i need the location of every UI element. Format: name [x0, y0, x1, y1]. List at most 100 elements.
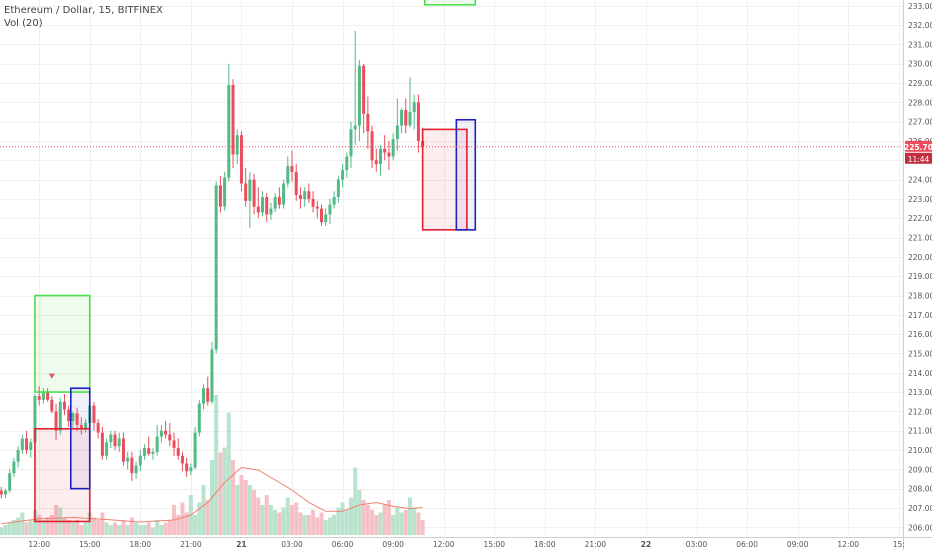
candle-body	[218, 185, 222, 207]
price-tick-label: 216.00	[908, 330, 932, 339]
price-tick-label: 211.00	[908, 427, 932, 436]
volume-bar	[184, 512, 189, 535]
time-tick-label: 06:00	[332, 540, 354, 549]
volume-bar	[176, 515, 181, 535]
price-tick-label: 232.00	[908, 21, 932, 30]
volume-bar	[386, 500, 391, 535]
candle-body	[303, 191, 307, 199]
price-tick-label: 209.00	[908, 465, 932, 474]
candle-body	[193, 432, 197, 468]
volume-ma-line	[1, 466, 423, 525]
time-tick-label: 22	[641, 540, 651, 549]
candle-body	[383, 148, 387, 153]
price-tick-label: 215.00	[908, 349, 932, 358]
volume-bars	[0, 395, 425, 535]
volume-bar	[218, 452, 223, 535]
time-tick-label: 03:00	[281, 540, 303, 549]
candle-body	[362, 65, 366, 114]
volume-bar	[344, 510, 349, 535]
volume-bar	[340, 502, 345, 535]
volume-bar	[260, 505, 265, 535]
candle-body	[349, 129, 353, 157]
volume-bar	[353, 467, 358, 535]
volume-bar	[214, 395, 219, 535]
candle-body	[138, 455, 142, 466]
candle-body	[71, 413, 75, 422]
time-tick-label: 21	[236, 540, 246, 549]
candle-body	[412, 102, 416, 113]
zone-borders	[34, 0, 477, 523]
volume-bar	[87, 512, 92, 535]
candle-body	[231, 84, 235, 155]
price-tick-label: 229.00	[908, 79, 932, 88]
volume-bar	[378, 512, 383, 535]
candle-body	[324, 214, 328, 223]
volume-bar	[45, 517, 50, 535]
candle-body	[50, 399, 54, 412]
time-tick-label: 09:00	[382, 540, 404, 549]
volume-bar	[180, 502, 185, 535]
volume-bar	[28, 520, 33, 535]
candle-body	[202, 388, 206, 404]
volume-bar	[3, 525, 8, 535]
volume-bar	[311, 510, 316, 535]
volume-bar	[159, 525, 164, 535]
volume-bar	[302, 515, 307, 535]
volume-bar	[420, 520, 425, 535]
blue-zone-right	[455, 118, 477, 231]
volume-bar	[327, 517, 332, 535]
volume-bar	[11, 520, 16, 535]
volume-bar	[70, 522, 75, 535]
candle-body	[189, 467, 193, 472]
volume-bar	[32, 510, 37, 535]
volume-bar	[294, 502, 299, 535]
candle-body	[67, 409, 71, 422]
price-tick-label: 231.00	[908, 40, 932, 49]
candle-body	[378, 148, 382, 165]
candle-body	[172, 440, 176, 449]
candle-body	[126, 457, 130, 462]
volume-bar	[247, 485, 252, 535]
candle-body	[256, 206, 260, 213]
candle-body	[395, 125, 399, 140]
price-tick-label: 224.00	[908, 176, 932, 185]
price-tick-label: 208.00	[908, 485, 932, 494]
volume-bar	[16, 517, 21, 535]
volume-bar	[163, 522, 168, 535]
volume-bar	[281, 507, 286, 535]
candle-body	[336, 179, 340, 198]
candle-body	[151, 451, 155, 454]
candle-body	[117, 438, 121, 447]
red-zone-right-fill	[422, 129, 467, 230]
red-zone-left-fill	[34, 428, 90, 522]
volume-bar	[155, 520, 160, 535]
candle-body	[374, 160, 378, 165]
volume-bar	[146, 522, 151, 535]
candle-body	[105, 442, 109, 456]
countdown-value: 11:44	[908, 155, 930, 164]
volume-bar	[290, 505, 295, 535]
price-tick-label: 220.00	[908, 253, 932, 262]
candle-body	[261, 197, 265, 213]
volume-bar	[416, 512, 421, 535]
candle-body	[210, 349, 214, 402]
candle-body	[176, 448, 180, 456]
time-tick-label: 12:00	[28, 540, 50, 549]
price-badge[interactable]	[905, 140, 932, 152]
time-tick-label: 15:	[893, 540, 905, 549]
time-tick-label: 06:00	[736, 540, 758, 549]
candle-body	[92, 405, 96, 423]
candle-body	[366, 113, 370, 132]
candle-body	[79, 424, 83, 429]
candle-body	[353, 125, 357, 130]
volume-bar	[125, 525, 130, 535]
blue-zone-right-fill	[456, 119, 476, 230]
candle-body	[320, 208, 324, 223]
candle-body	[159, 430, 163, 437]
candle-body	[54, 411, 58, 431]
volume-bar	[197, 502, 202, 535]
candle-body	[357, 65, 361, 126]
